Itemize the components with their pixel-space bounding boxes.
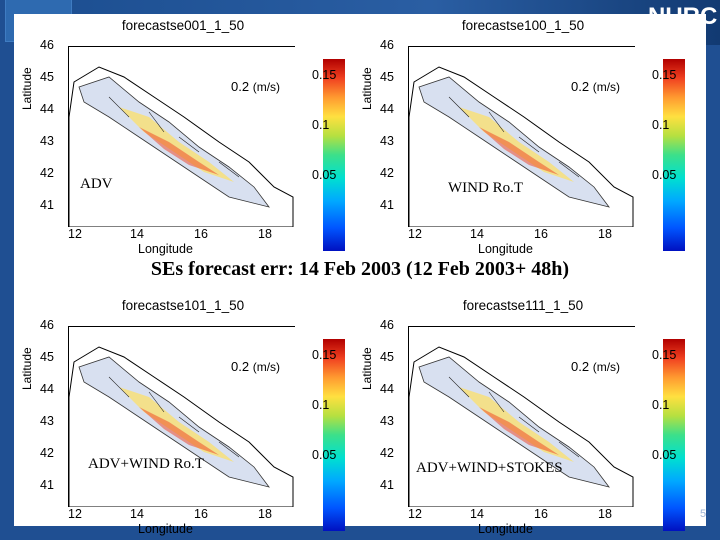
x-tick: 18 xyxy=(258,507,272,521)
colorbar-tick: 0.05 xyxy=(312,168,337,182)
adriatic-map xyxy=(69,66,294,227)
x-tick: 14 xyxy=(470,507,484,521)
x-tick: 16 xyxy=(194,507,208,521)
colorbar xyxy=(663,339,685,531)
x-tick: 12 xyxy=(408,507,422,521)
y-axis-label: Latitude xyxy=(360,347,374,390)
y-tick: 44 xyxy=(380,102,394,116)
x-axis-label: Longitude xyxy=(138,242,193,256)
y-tick: 44 xyxy=(380,382,394,396)
velocity-scale: 0.2 (m/s) xyxy=(571,359,621,374)
x-tick: 16 xyxy=(194,227,208,241)
velocity-scale: 0.2 (m/s) xyxy=(231,359,281,374)
x-axis-label: Longitude xyxy=(138,522,193,536)
y-tick: 41 xyxy=(40,198,54,212)
y-tick: 45 xyxy=(380,350,394,364)
velocity-scale: 0.2 (m/s) xyxy=(571,79,621,94)
y-axis-label: Latitude xyxy=(20,67,34,110)
x-tick: 18 xyxy=(258,227,272,241)
x-tick: 14 xyxy=(130,227,144,241)
colorbar-tick: 0.05 xyxy=(652,448,677,462)
x-tick: 16 xyxy=(534,227,548,241)
map-panel: forecastse101_1_50 0.2 (m/s) Latitude 46… xyxy=(20,298,345,536)
x-tick: 18 xyxy=(598,507,612,521)
x-tick: 16 xyxy=(534,507,548,521)
x-axis-label: Longitude xyxy=(478,242,533,256)
y-tick: 42 xyxy=(40,446,54,460)
panel-label: WIND Ro.T xyxy=(448,180,523,196)
y-tick: 46 xyxy=(380,318,394,332)
colorbar xyxy=(323,339,345,531)
colorbar-tick: 0.15 xyxy=(312,348,337,362)
y-tick: 43 xyxy=(380,134,394,148)
x-tick: 12 xyxy=(68,227,82,241)
map-panel: forecastse001_1_50 0.2 (m/s) Latitude 46… xyxy=(20,18,345,256)
y-tick: 42 xyxy=(380,166,394,180)
velocity-scale: 0.2 (m/s) xyxy=(231,79,281,94)
y-tick: 42 xyxy=(380,446,394,460)
adriatic-map xyxy=(409,346,634,507)
y-tick: 46 xyxy=(40,38,54,52)
panel-label: ADV+WIND Ro.T xyxy=(88,456,204,472)
y-tick: 43 xyxy=(40,414,54,428)
colorbar-tick: 0.15 xyxy=(652,68,677,82)
y-tick: 46 xyxy=(40,318,54,332)
colorbar-tick: 0.1 xyxy=(312,398,330,412)
map-plot: 0.2 (m/s) xyxy=(68,46,345,251)
adriatic-map xyxy=(69,346,294,507)
panel-title: forecastse101_1_50 xyxy=(121,298,245,313)
panel-label: ADV xyxy=(80,176,113,192)
y-tick: 46 xyxy=(380,38,394,52)
y-tick: 43 xyxy=(380,414,394,428)
adriatic-map xyxy=(409,66,634,227)
x-tick: 14 xyxy=(470,227,484,241)
y-tick: 41 xyxy=(40,478,54,492)
y-tick: 45 xyxy=(40,350,54,364)
panel-label: ADV+WIND+STOKES xyxy=(416,460,563,476)
y-axis-label: Latitude xyxy=(360,67,374,110)
x-tick: 12 xyxy=(68,507,82,521)
panel-title: forecastse100_1_50 xyxy=(461,18,585,33)
y-tick: 44 xyxy=(40,382,54,396)
page-number: 5 xyxy=(700,508,707,520)
colorbar-tick: 0.15 xyxy=(652,348,677,362)
map-plot: 0.2 (m/s) xyxy=(68,326,345,531)
colorbar-tick: 0.1 xyxy=(652,118,670,132)
colorbar xyxy=(663,59,685,251)
y-tick: 41 xyxy=(380,198,394,212)
x-tick: 18 xyxy=(598,227,612,241)
y-tick: 43 xyxy=(40,134,54,148)
panel-title: forecastse001_1_50 xyxy=(121,18,245,33)
colorbar-tick: 0.05 xyxy=(652,168,677,182)
map-panel: forecastse100_1_50 0.2 (m/s) Latitude 46… xyxy=(360,18,685,256)
x-tick: 12 xyxy=(408,227,422,241)
y-tick: 45 xyxy=(380,70,394,84)
figure-caption: SEs forecast err: 14 Feb 2003 (12 Feb 20… xyxy=(150,258,570,280)
y-tick: 44 xyxy=(40,102,54,116)
map-plot: 0.2 (m/s) xyxy=(408,46,685,251)
colorbar xyxy=(323,59,345,251)
panel-title: forecastse111_1_50 xyxy=(462,298,584,313)
map-panel: forecastse111_1_50 0.2 (m/s) Latitude 46… xyxy=(360,298,685,536)
y-tick: 45 xyxy=(40,70,54,84)
y-tick: 42 xyxy=(40,166,54,180)
colorbar-tick: 0.1 xyxy=(312,118,330,132)
colorbar-tick: 0.05 xyxy=(312,448,337,462)
colorbar-tick: 0.15 xyxy=(312,68,337,82)
x-tick: 14 xyxy=(130,507,144,521)
y-tick: 41 xyxy=(380,478,394,492)
colorbar-tick: 0.1 xyxy=(652,398,670,412)
y-axis-label: Latitude xyxy=(20,347,34,390)
map-plot: 0.2 (m/s) xyxy=(408,326,685,531)
x-axis-label: Longitude xyxy=(478,522,533,536)
